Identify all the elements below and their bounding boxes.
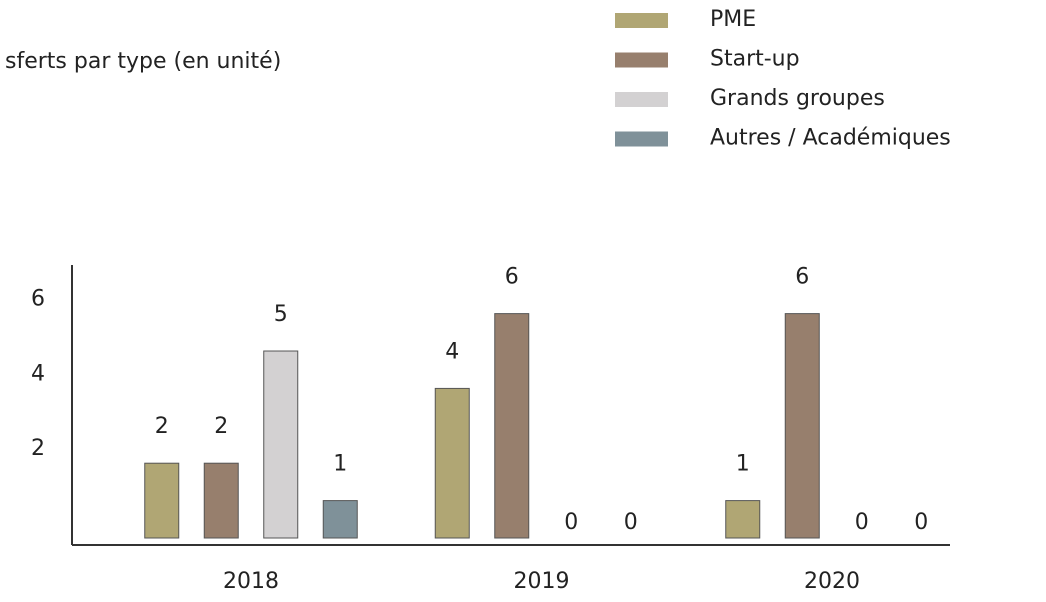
legend-label: PME (710, 7, 756, 32)
legend-swatch (615, 13, 668, 28)
data-label: 0 (855, 510, 869, 535)
legend-label: Grands groupes (710, 86, 885, 111)
bar (203, 462, 239, 539)
legend-label: Autres / Académiques (710, 126, 951, 151)
legend-swatch (615, 92, 668, 107)
bar (725, 500, 761, 539)
bar (434, 387, 470, 539)
data-label: 5 (274, 302, 288, 327)
data-label: 6 (795, 265, 809, 290)
bar (784, 313, 820, 539)
data-label: 1 (333, 452, 347, 477)
data-label: 2 (214, 414, 228, 439)
x-tick-label: 2019 (514, 569, 570, 594)
bar (494, 313, 530, 539)
data-label: 0 (914, 510, 928, 535)
y-tick-label: 2 (31, 436, 45, 461)
bar (144, 462, 180, 539)
legend-label: Start-up (710, 47, 800, 72)
data-label: 0 (624, 510, 638, 535)
chart-title: sferts par type (en unité) (5, 49, 281, 74)
data-label: 0 (564, 510, 578, 535)
y-tick-label: 4 (31, 361, 45, 386)
x-tick-label: 2018 (223, 569, 279, 594)
data-label: 4 (445, 339, 459, 364)
bar (322, 500, 358, 539)
bar (263, 350, 299, 539)
legend-swatch (615, 52, 668, 68)
data-label: 6 (505, 265, 519, 290)
legend-swatch (615, 131, 668, 147)
data-label: 2 (155, 414, 169, 439)
data-label: 1 (736, 452, 750, 477)
x-tick-label: 2020 (804, 569, 860, 594)
y-tick-label: 6 (31, 287, 45, 312)
